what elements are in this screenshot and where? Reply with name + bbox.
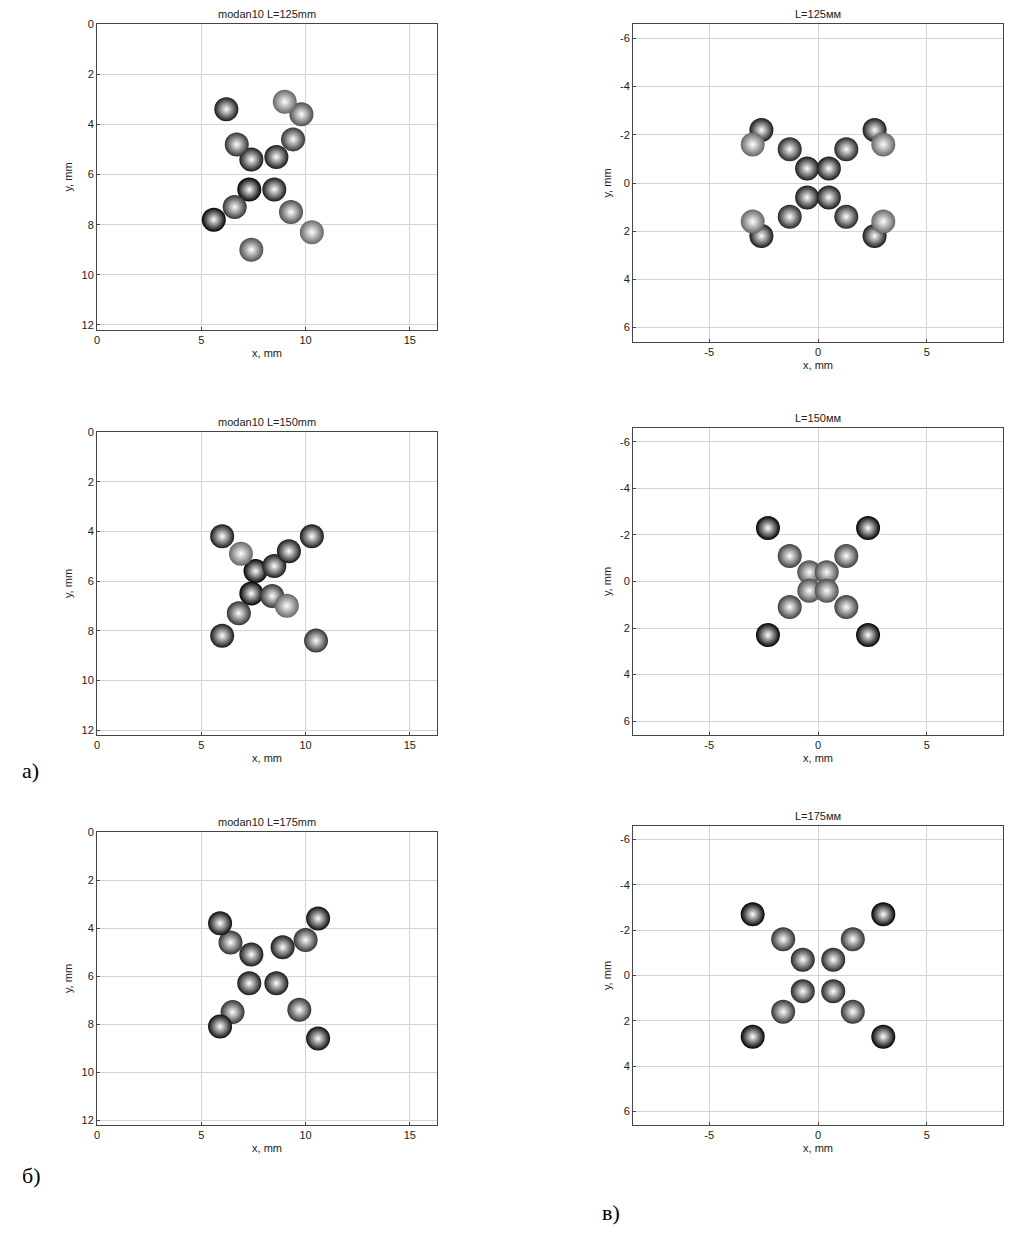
svg-text:8: 8 (88, 625, 94, 637)
svg-text:2: 2 (88, 874, 94, 886)
svg-text:y, mm: y, mm (601, 168, 613, 197)
svg-text:6: 6 (88, 575, 94, 587)
svg-text:modan10 L=125mm: modan10 L=125mm (218, 8, 316, 20)
svg-text:4: 4 (88, 118, 94, 130)
svg-text:5: 5 (924, 346, 930, 358)
svg-text:12: 12 (82, 1114, 94, 1126)
svg-text:4: 4 (88, 922, 94, 934)
svg-text:-5: -5 (704, 739, 714, 751)
svg-text:y, mm: y, mm (601, 567, 613, 596)
svg-text:2: 2 (624, 1015, 630, 1027)
svg-text:2: 2 (88, 476, 94, 488)
svg-text:5: 5 (198, 739, 204, 751)
svg-text:y, mm: y, mm (601, 961, 613, 990)
svg-text:5: 5 (924, 1129, 930, 1141)
svg-text:-6: -6 (620, 32, 630, 44)
svg-text:x, mm: x, mm (803, 359, 833, 371)
svg-text:L=125мм: L=125мм (795, 8, 841, 20)
svg-text:x, mm: x, mm (252, 1142, 282, 1154)
svg-text:6: 6 (624, 715, 630, 727)
svg-text:modan10 L=175mm: modan10 L=175mm (218, 816, 316, 828)
svg-text:12: 12 (82, 724, 94, 736)
svg-text:10: 10 (299, 1129, 311, 1141)
svg-text:x, mm: x, mm (803, 1142, 833, 1154)
svg-text:0: 0 (815, 1129, 821, 1141)
svg-text:0: 0 (815, 346, 821, 358)
svg-text:0: 0 (88, 18, 94, 30)
svg-text:-5: -5 (704, 346, 714, 358)
svg-text:10: 10 (82, 1066, 94, 1078)
svg-text:15: 15 (404, 739, 416, 751)
svg-text:2: 2 (624, 622, 630, 634)
svg-text:4: 4 (624, 1060, 630, 1072)
svg-text:6: 6 (88, 168, 94, 180)
svg-text:6: 6 (88, 970, 94, 982)
svg-text:10: 10 (82, 674, 94, 686)
svg-text:0: 0 (94, 739, 100, 751)
svg-text:10: 10 (299, 334, 311, 346)
svg-text:2: 2 (88, 68, 94, 80)
svg-text:-2: -2 (620, 129, 630, 141)
svg-text:5: 5 (924, 739, 930, 751)
svg-text:-4: -4 (620, 482, 630, 494)
svg-text:10: 10 (82, 269, 94, 281)
svg-text:12: 12 (82, 319, 94, 331)
svg-text:8: 8 (88, 219, 94, 231)
svg-text:x, mm: x, mm (803, 752, 833, 764)
svg-text:в): в) (602, 1200, 620, 1225)
svg-text:-2: -2 (620, 529, 630, 541)
svg-text:-5: -5 (704, 1129, 714, 1141)
svg-text:0: 0 (624, 969, 630, 981)
svg-text:5: 5 (198, 334, 204, 346)
svg-text:б): б) (22, 1163, 41, 1188)
svg-text:4: 4 (624, 273, 630, 285)
svg-text:0: 0 (94, 1129, 100, 1141)
svg-text:-6: -6 (620, 833, 630, 845)
svg-text:-6: -6 (620, 436, 630, 448)
svg-text:а): а) (22, 758, 39, 783)
svg-text:10: 10 (299, 739, 311, 751)
svg-text:4: 4 (88, 525, 94, 537)
svg-text:6: 6 (624, 321, 630, 333)
svg-text:4: 4 (624, 668, 630, 680)
svg-text:0: 0 (88, 426, 94, 438)
svg-text:15: 15 (404, 334, 416, 346)
svg-text:0: 0 (88, 826, 94, 838)
svg-text:0: 0 (624, 177, 630, 189)
svg-text:15: 15 (404, 1129, 416, 1141)
svg-text:6: 6 (624, 1105, 630, 1117)
svg-text:-4: -4 (620, 80, 630, 92)
svg-text:y, mm: y, mm (62, 162, 74, 191)
svg-text:0: 0 (815, 739, 821, 751)
svg-text:-2: -2 (620, 924, 630, 936)
svg-text:0: 0 (94, 334, 100, 346)
svg-text:x, mm: x, mm (252, 347, 282, 359)
svg-text:x, mm: x, mm (252, 752, 282, 764)
svg-text:y, mm: y, mm (62, 964, 74, 993)
svg-text:L=175мм: L=175мм (795, 810, 841, 822)
svg-text:5: 5 (198, 1129, 204, 1141)
svg-text:modan10 L=150mm: modan10 L=150mm (218, 416, 316, 428)
svg-text:L=150мм: L=150мм (795, 412, 841, 424)
svg-text:y, mm: y, mm (62, 569, 74, 598)
svg-text:2: 2 (624, 225, 630, 237)
svg-text:0: 0 (624, 575, 630, 587)
svg-text:8: 8 (88, 1018, 94, 1030)
svg-text:-4: -4 (620, 879, 630, 891)
